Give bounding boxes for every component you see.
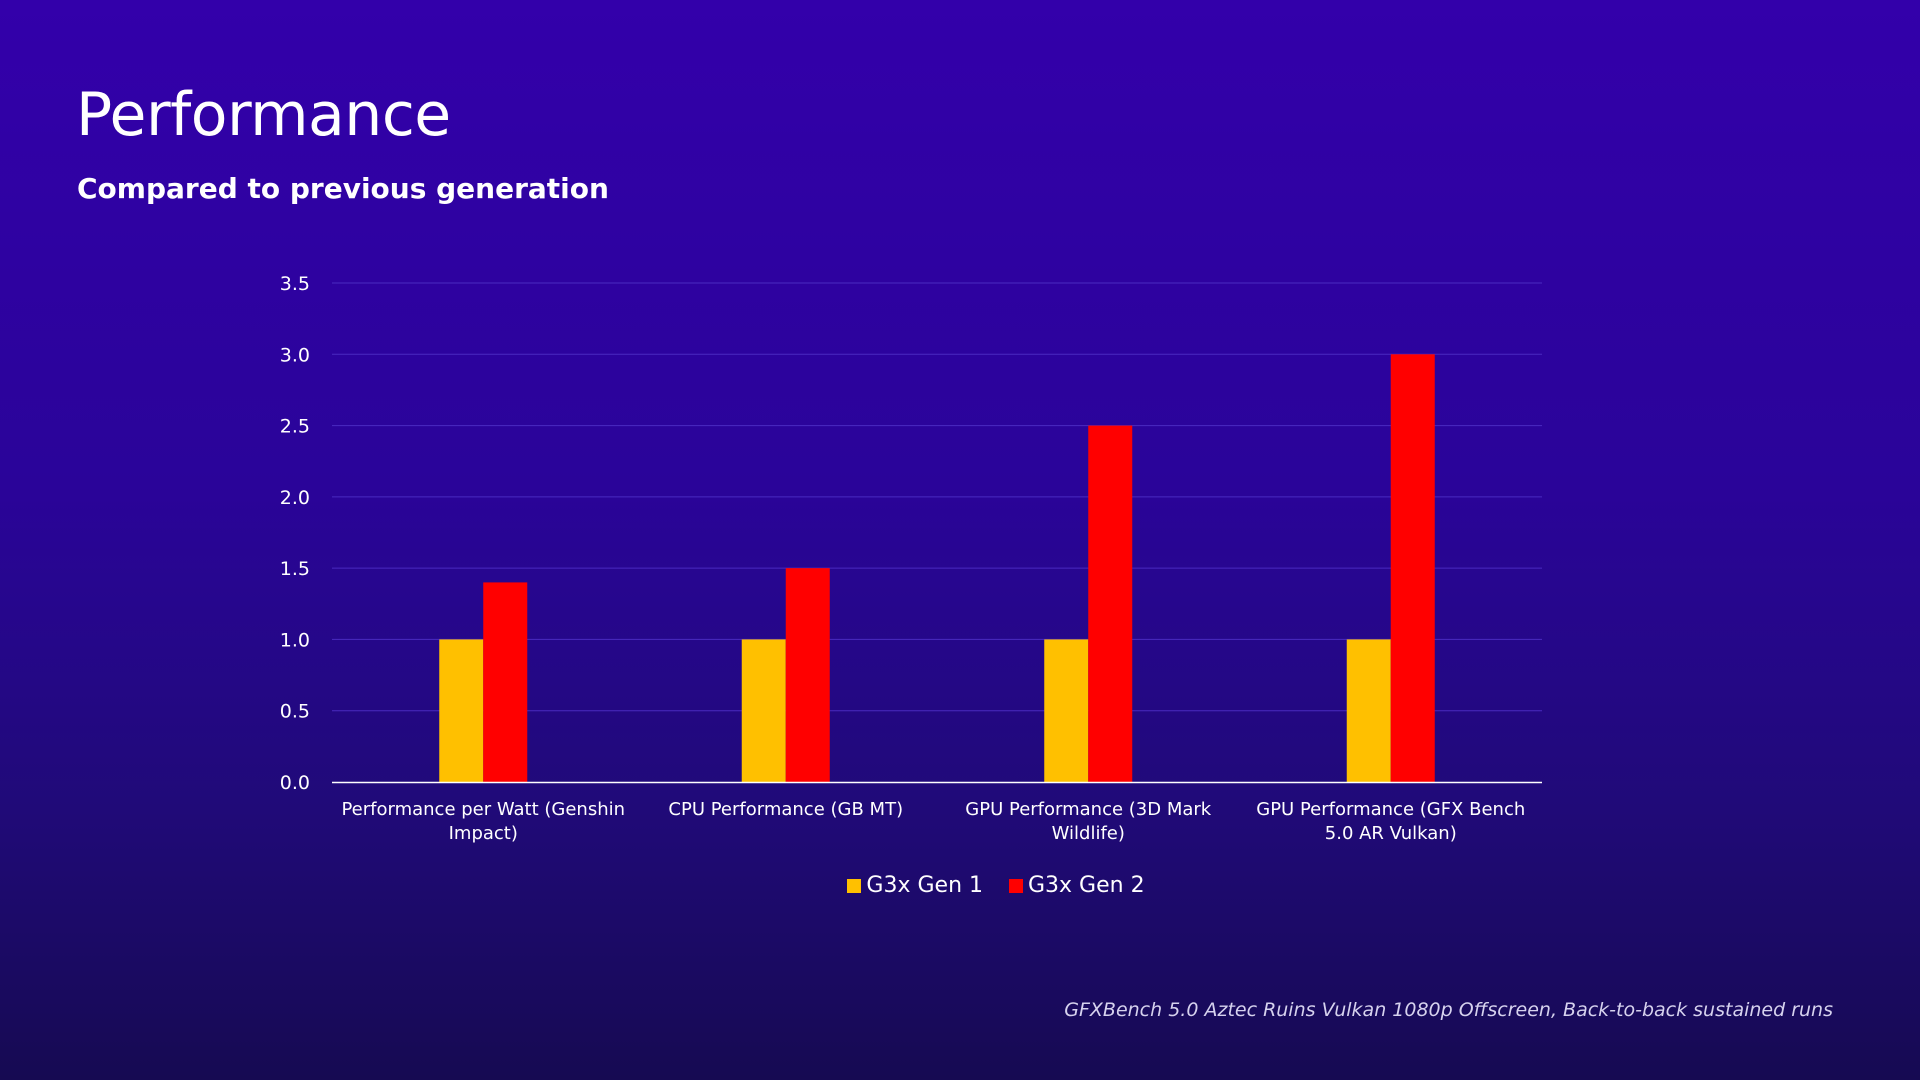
bar-gen2 — [1088, 425, 1133, 782]
y-axis-ticks: 0.0 0.5 1.0 1.5 2.0 2.5 3.0 3.5 — [280, 273, 310, 794]
x-tick-label: GPU Performance (3D Mark Wildlife) — [965, 799, 1212, 844]
y-tick-label: 2.5 — [280, 416, 310, 438]
legend-swatch-gen2 — [1009, 878, 1023, 893]
legend-item-gen1: G3x Gen 1 — [847, 873, 983, 898]
bars — [439, 354, 1435, 782]
x-tick-label: CPU Performance (GB MT) — [668, 799, 903, 820]
y-tick-label: 3.5 — [280, 273, 310, 295]
y-tick-label: 0.0 — [280, 772, 310, 794]
y-tick-label: 0.5 — [280, 701, 310, 723]
bar-gen2 — [1390, 354, 1435, 782]
chart-legend: G3x Gen 1 G3x Gen 2 — [0, 873, 1920, 898]
bar-gen2 — [483, 582, 528, 782]
y-tick-label: 2.0 — [280, 487, 310, 509]
bar-gen1 — [1044, 639, 1089, 782]
bar-gen1 — [439, 639, 484, 782]
page-subtitle: Compared to previous generation — [77, 172, 609, 205]
bar-gen1 — [741, 639, 786, 782]
x-axis-labels: Performance per Watt (Genshin Impact) CPU … — [341, 799, 1525, 844]
legend-label-gen2: G3x Gen 2 — [1028, 873, 1145, 898]
bar-chart: 0.0 0.5 1.0 1.5 2.0 2.5 3.0 3.5 Performance per… — [280, 273, 1542, 844]
bar-gen2 — [785, 568, 830, 782]
y-tick-label: 3.0 — [280, 344, 310, 366]
y-tick-label: 1.0 — [280, 629, 310, 651]
legend-label-gen1: G3x Gen 1 — [866, 873, 983, 898]
bar-gen1 — [1346, 639, 1391, 782]
legend-item-gen2: G3x Gen 2 — [1009, 873, 1145, 898]
gridlines — [332, 282, 1542, 712]
y-tick-label: 1.5 — [280, 558, 310, 580]
x-tick-label: Performance per Watt (Genshin Impact) — [341, 799, 625, 844]
footnote: GFXBench 5.0 Aztec Ruins Vulkan 1080p Of… — [1064, 999, 1833, 1021]
legend-swatch-gen1 — [847, 878, 862, 893]
page-title: Performance — [76, 80, 451, 150]
x-tick-label: GPU Performance (GFX Bench 5.0 AR Vulkan) — [1256, 799, 1525, 844]
